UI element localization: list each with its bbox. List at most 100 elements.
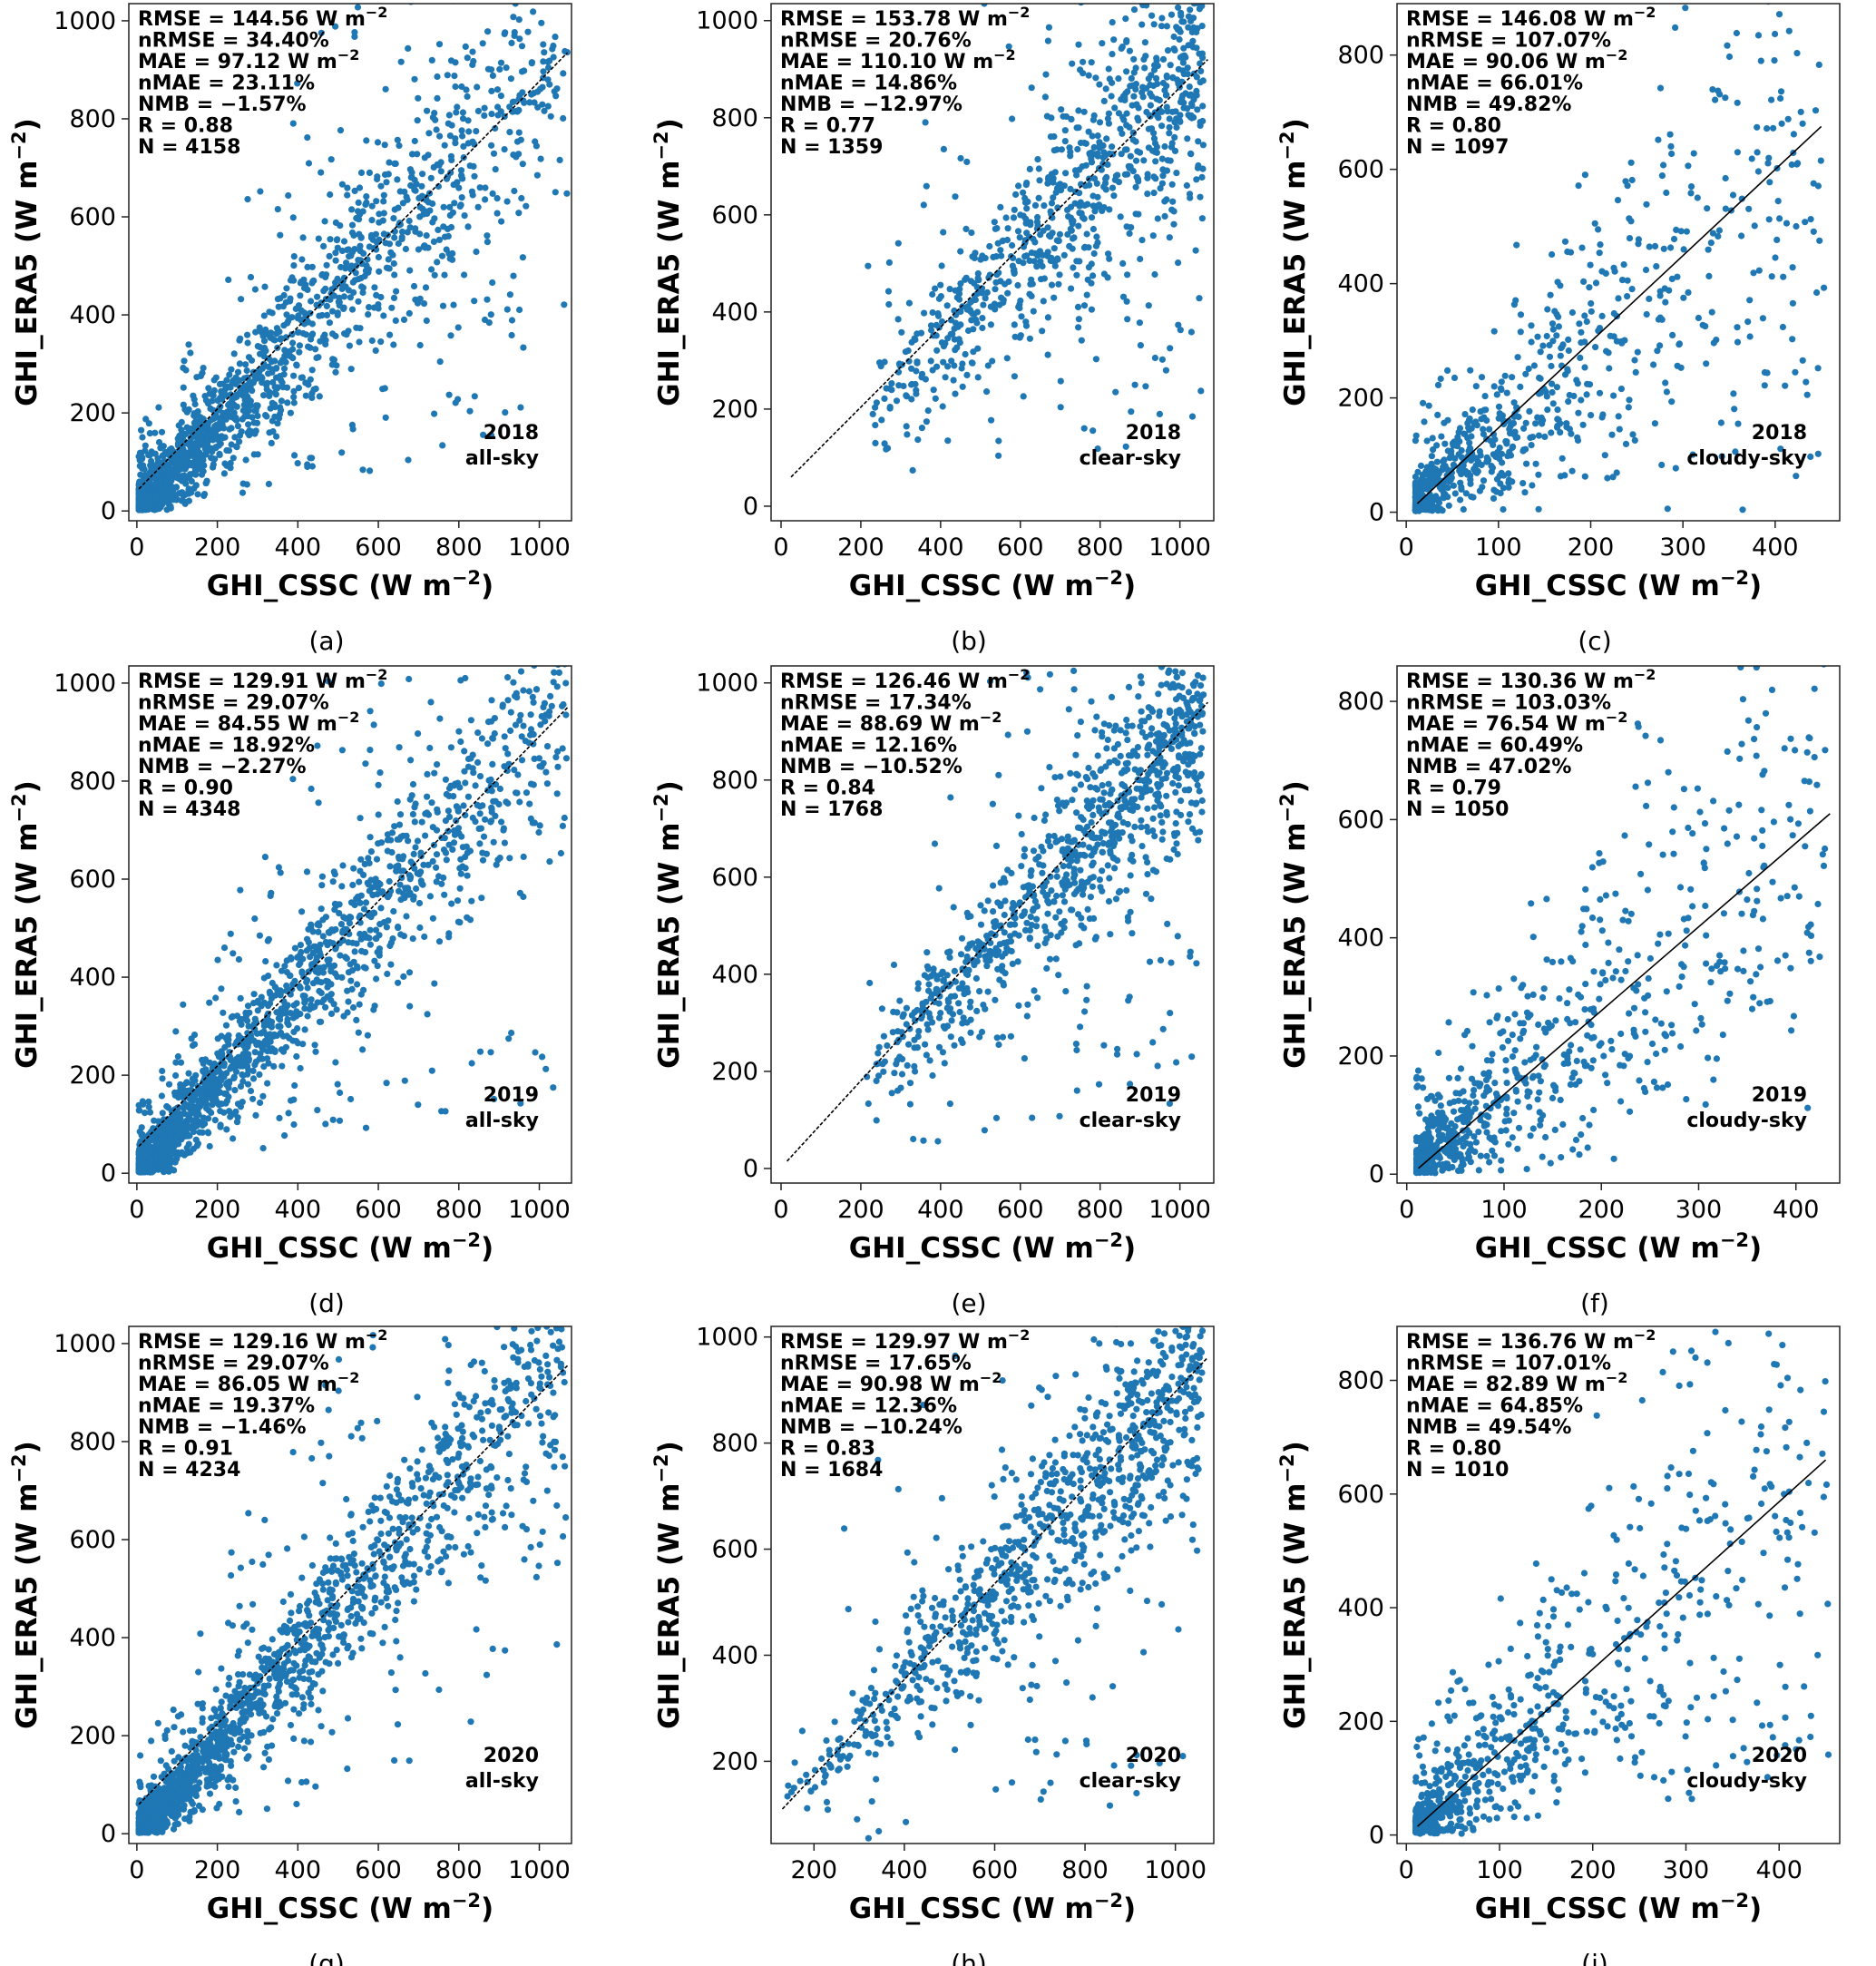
scatter-point [1067, 152, 1074, 160]
scatter-point [345, 328, 352, 335]
scatter-point [157, 445, 164, 452]
scatter-point [337, 127, 345, 134]
scatter-point [1519, 480, 1527, 487]
scatter-point [528, 60, 535, 67]
scatter-point [516, 35, 523, 43]
scatter-point [476, 184, 484, 191]
scatter-point [266, 392, 273, 400]
scatter-point [277, 231, 284, 239]
scatter-point [963, 306, 971, 313]
scatter-point [1164, 47, 1172, 54]
scatter-point [929, 367, 936, 374]
scatter-point [1530, 362, 1538, 369]
scatter-point [528, 91, 535, 98]
scatter-point [397, 58, 405, 65]
scatter-point [411, 865, 418, 872]
scatter-point [332, 1059, 339, 1066]
scatter-point [425, 130, 433, 137]
scatter-point [504, 750, 512, 758]
scatter-point [563, 49, 571, 56]
scatter-point [366, 926, 374, 934]
scatter-point [446, 203, 454, 210]
scatter-point [304, 976, 311, 984]
scatter-point [1168, 108, 1177, 115]
scatter-point [276, 1114, 283, 1121]
scatter-point [885, 300, 893, 308]
scatter-point [969, 253, 976, 260]
scatter-point [326, 319, 333, 327]
scatter-point [452, 140, 459, 147]
scatter-point [1414, 468, 1422, 475]
scatter-point [332, 332, 339, 340]
scatter-point [1047, 208, 1054, 215]
x-tick-label: 1000 [508, 533, 571, 562]
scatter-point [260, 1063, 268, 1071]
scatter-point [362, 201, 369, 209]
scatter-point [418, 192, 425, 200]
scatter-point [980, 301, 987, 308]
scatter-point [1522, 370, 1529, 377]
panel-b: 0 200 400 600 800 100002004006008001000GHI_CS… [650, 3, 1215, 656]
scatter-point [221, 412, 229, 419]
scatter-point [1009, 115, 1016, 122]
scatter-point [337, 1089, 344, 1097]
scatter-point [1100, 183, 1108, 191]
scatter-point [1532, 460, 1539, 467]
scatter-point [329, 1116, 337, 1123]
scatter-point [1151, 354, 1158, 362]
scatter-point [1528, 338, 1535, 346]
scatter-point [282, 334, 289, 341]
scatter-point [1110, 192, 1118, 200]
scatter-point [265, 363, 272, 370]
scatter-point [337, 222, 344, 230]
scatter-point [1450, 461, 1457, 468]
scatter-point [259, 1145, 267, 1152]
scatter-point [1175, 65, 1182, 73]
scatter-point [521, 99, 528, 106]
scatter-point [496, 65, 503, 73]
scatter-point [1123, 146, 1130, 153]
scatter-point [542, 768, 550, 776]
scatter-point [1478, 461, 1485, 469]
scatter-point [225, 1093, 232, 1100]
scatter-point [385, 265, 392, 272]
scatter-point [1187, 6, 1194, 14]
scatter-point [268, 439, 275, 446]
scatter-point [274, 206, 281, 213]
scatter-point [1050, 245, 1058, 252]
scatter-point [327, 296, 334, 303]
scatter-point [1123, 223, 1130, 230]
scatter-point [236, 438, 243, 445]
scatter-point [380, 198, 387, 205]
scatter-point [523, 789, 531, 797]
scatter-point [1433, 458, 1441, 465]
scatter-point [1483, 458, 1490, 465]
scatter-point [498, 818, 505, 826]
scatter-point [1056, 230, 1063, 238]
scatter-point [200, 492, 208, 500]
scatter-point [1039, 328, 1046, 335]
scatter-point [1058, 146, 1065, 153]
scatter-point [350, 958, 357, 965]
scatter-point [1080, 58, 1087, 65]
scatter-point [446, 255, 454, 262]
scatter-point [1159, 172, 1167, 180]
scatter-point [1746, 333, 1754, 340]
scatter-point [1035, 165, 1042, 172]
scatter-point [388, 304, 396, 311]
scatter-point [457, 167, 465, 174]
scatter-point [460, 142, 467, 150]
scatter-point [1553, 332, 1560, 339]
scatter-point [202, 422, 210, 429]
scatter-point [561, 617, 567, 623]
scatter-point [937, 281, 944, 289]
scatter-point [1061, 138, 1069, 145]
scatter-point [191, 1032, 199, 1039]
scatter-point [1040, 298, 1047, 305]
scatter-point [357, 169, 366, 176]
scatter-point [301, 999, 308, 1006]
scatter-point [237, 886, 244, 894]
scatter-point [416, 203, 424, 210]
scatter-point [1127, 163, 1134, 171]
scatter-point [1089, 225, 1097, 233]
